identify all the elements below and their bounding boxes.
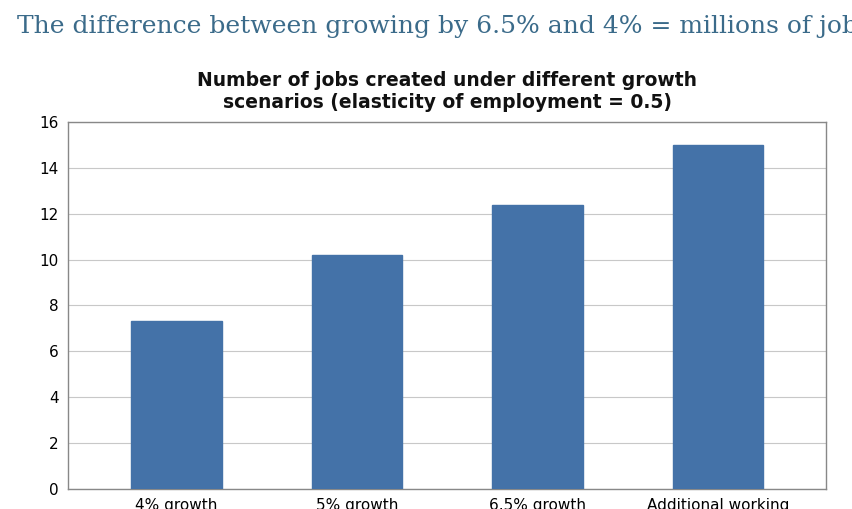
- Title: Number of jobs created under different growth
scenarios (elasticity of employmen: Number of jobs created under different g…: [198, 71, 697, 112]
- Bar: [492, 205, 583, 489]
- Bar: [673, 145, 763, 489]
- Bar: [312, 255, 402, 489]
- Bar: [131, 322, 222, 489]
- Text: The difference between growing by 6.5% and 4% = millions of jobs!: The difference between growing by 6.5% a…: [17, 15, 852, 38]
